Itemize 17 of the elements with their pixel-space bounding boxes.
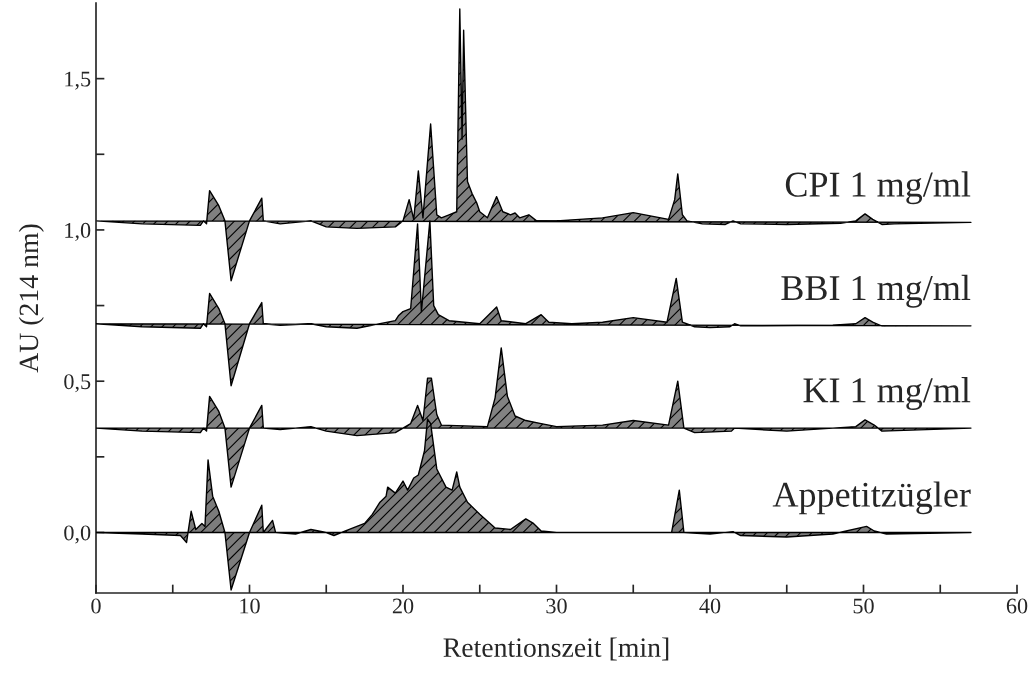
y-tick-label: 1,0 xyxy=(65,222,91,242)
x-tick-label: 60 xyxy=(1006,598,1028,614)
series-label: Appetitzügler xyxy=(772,481,971,515)
series-label: BBI 1 mg/ml xyxy=(781,274,971,308)
x-tick-label: 10 xyxy=(240,598,260,614)
y-tick-label: 1,5 xyxy=(65,71,91,90)
x-tick-label: 50 xyxy=(853,598,874,614)
x-tick-label: 0 xyxy=(91,598,101,614)
series-label: CPI 1 mg/ml xyxy=(785,171,971,205)
x-axis-title: Retentionszeit [min] xyxy=(443,637,669,661)
x-tick-label: 30 xyxy=(546,598,567,614)
x-tick-label: 20 xyxy=(392,598,414,614)
y-axis-title: AU (214 nm) xyxy=(18,224,44,373)
series-label: KI 1 mg/ml xyxy=(803,377,971,410)
y-tick-label: 0,0 xyxy=(64,525,91,544)
y-tick-label: 0,5 xyxy=(64,374,91,393)
x-tick-label: 40 xyxy=(699,598,721,614)
